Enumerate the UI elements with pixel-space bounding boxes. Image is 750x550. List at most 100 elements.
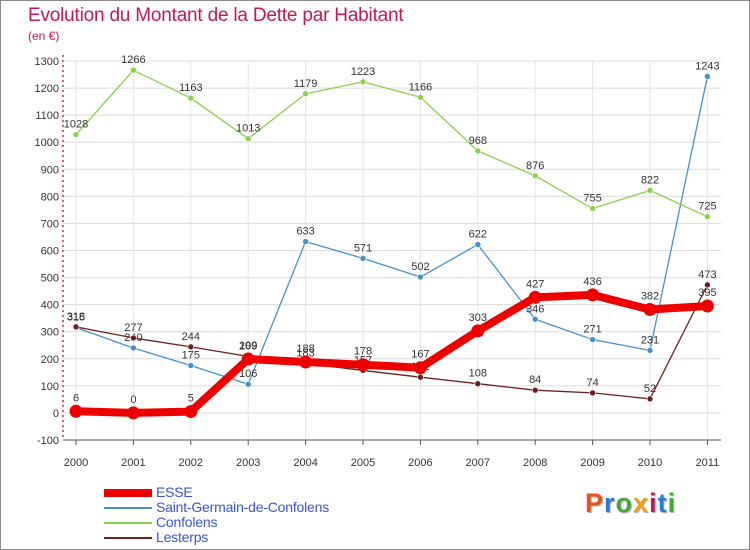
legend-label-esse: ESSE <box>156 484 193 500</box>
data-point-esse <box>586 288 600 302</box>
data-point-lesterps <box>589 389 596 397</box>
data-point-esse <box>126 406 140 420</box>
data-label-saint_germain: 633 <box>296 226 314 238</box>
data-point-saint_germain <box>130 344 137 352</box>
series-confolens: 1028 1266 1163 1013 1179 1223 1166 968 876 755 822… <box>64 54 717 220</box>
y-tick-label: 300 <box>41 327 59 339</box>
data-point-saint_germain <box>187 362 195 369</box>
y-tick-label: 1200 <box>35 83 59 95</box>
data-label-esse: 188 <box>296 343 314 355</box>
proxiti-logo: Proxiti <box>585 488 677 518</box>
data-label-esse: 303 <box>469 312 487 324</box>
data-label-confolens: 822 <box>641 174 659 186</box>
data-label-lesterps: 84 <box>529 374 541 386</box>
legend: ESSE Saint-Germain-de-Confolens Confolens L… <box>104 485 404 545</box>
data-label-lesterps: 74 <box>586 377 598 389</box>
legend-item-saint_germain: Saint-Germain-de-Confolens <box>104 500 404 515</box>
data-point-confolens <box>417 93 424 101</box>
data-point-confolens <box>359 78 367 86</box>
data-point-saint_germain <box>589 336 596 343</box>
data-label-saint_germain: 346 <box>526 303 544 315</box>
data-point-lesterps <box>646 395 654 403</box>
data-point-esse <box>413 361 427 375</box>
data-point-esse <box>471 324 485 338</box>
legend-item-esse: ESSE <box>104 485 404 500</box>
data-label-esse: 395 <box>698 287 716 299</box>
legend-swatch-esse <box>104 489 152 497</box>
y-tick-label: 0 <box>53 408 59 420</box>
data-label-lesterps: 277 <box>124 322 142 334</box>
data-point-saint_germain <box>704 73 711 80</box>
data-label-confolens: 1166 <box>409 81 433 93</box>
data-label-saint_germain: 315 <box>67 312 85 324</box>
x-tick-label: 2011 <box>696 457 720 469</box>
data-label-confolens: 1028 <box>64 119 88 131</box>
data-point-saint_germain <box>244 380 252 388</box>
series-saint_germain: 3152401751066335715026223462712311243 <box>67 60 720 388</box>
data-label-esse: 167 <box>411 349 429 361</box>
data-label-confolens: 1223 <box>351 66 375 78</box>
y-tick-label: 800 <box>41 191 59 203</box>
y-tick-label: 600 <box>41 246 59 258</box>
y-tick-label: -100 <box>37 435 59 447</box>
y-tick-label: 200 <box>41 354 59 366</box>
data-point-confolens <box>646 187 654 194</box>
series-lesterps: 318277244209183157132108847452473 <box>67 269 717 403</box>
data-point-saint_germain <box>531 315 539 323</box>
data-label-lesterps: 244 <box>182 331 200 343</box>
y-tick-label: 1100 <box>35 110 59 122</box>
data-label-lesterps: 318 <box>67 311 85 323</box>
data-label-saint_germain: 175 <box>182 350 200 362</box>
data-label-esse: 199 <box>239 340 257 352</box>
legend-item-lesterps: Lesterps <box>104 530 404 545</box>
data-label-confolens: 1179 <box>294 78 318 90</box>
data-label-confolens: 755 <box>583 193 601 205</box>
chart-title: Evolution du Montant de la Dette par Hab… <box>28 5 404 26</box>
data-label-esse: 436 <box>583 276 601 288</box>
data-point-lesterps <box>474 380 482 387</box>
data-point-esse <box>241 352 255 366</box>
x-tick-label: 2001 <box>121 457 145 469</box>
data-label-confolens: 1266 <box>121 54 145 66</box>
data-label-lesterps: 52 <box>644 383 656 395</box>
x-tick-label: 2007 <box>466 457 490 469</box>
data-point-confolens <box>474 147 482 155</box>
data-point-esse <box>643 303 657 317</box>
data-label-confolens: 1163 <box>179 82 203 94</box>
data-label-esse: 178 <box>354 346 372 358</box>
data-point-esse <box>299 355 313 369</box>
data-label-lesterps: 108 <box>469 368 487 380</box>
legend-label-saint_germain: Saint-Germain-de-Confolens <box>156 499 329 515</box>
data-point-lesterps <box>531 386 539 394</box>
legend-label-lesterps: Lesterps <box>156 529 209 545</box>
data-label-esse: 5 <box>188 393 194 405</box>
legend-item-confolens: Confolens <box>104 515 404 530</box>
data-point-confolens <box>704 213 711 220</box>
data-point-saint_germain <box>359 255 367 262</box>
data-point-lesterps <box>130 334 137 342</box>
data-label-saint_germain: 271 <box>583 324 601 336</box>
series-line-saint_germain <box>75 75 709 385</box>
data-point-lesterps <box>72 323 80 331</box>
x-tick-label: 2003 <box>236 457 260 469</box>
data-label-esse: 6 <box>73 392 79 404</box>
series-line-lesterps <box>75 284 709 400</box>
data-point-lesterps <box>187 343 195 351</box>
y-tick-label: 100 <box>41 381 59 393</box>
legend-swatch-confolens <box>104 522 152 524</box>
legend-swatch-saint_germain <box>104 507 152 509</box>
data-point-confolens <box>72 131 80 138</box>
data-label-confolens: 876 <box>526 160 544 172</box>
data-point-saint_germain <box>474 241 482 248</box>
data-label-lesterps: 473 <box>698 269 716 281</box>
legend-swatch-lesterps <box>104 537 152 539</box>
data-label-lesterps: 183 <box>296 347 314 359</box>
data-label-lesterps: 209 <box>239 340 257 352</box>
data-label-confolens: 725 <box>698 201 716 213</box>
data-label-saint_germain: 571 <box>354 242 372 254</box>
data-point-confolens <box>531 172 539 180</box>
data-label-esse: 427 <box>526 278 544 290</box>
x-tick-label: 2000 <box>64 457 88 469</box>
